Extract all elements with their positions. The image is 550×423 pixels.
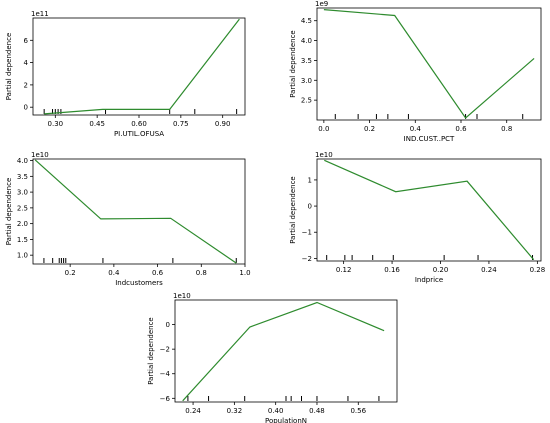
chart-5-ytick-label: −2 xyxy=(160,346,170,354)
chart-5-xtick-label: 0.48 xyxy=(309,407,325,415)
chart-2-xtick-label: 0.4 xyxy=(410,125,422,133)
chart-4-ytick-label: −2 xyxy=(302,255,312,263)
chart-1-xtick-label: 0.45 xyxy=(89,120,105,128)
chart-1-xtick-label: 0.30 xyxy=(48,120,64,128)
chart-5-group: 0.24 0.32 0.40 0.48 0.56 −6 −4 −2 0 1e10 Populatio… xyxy=(147,292,398,423)
chart-2-ytick-label: 4.0 xyxy=(301,37,312,45)
chart-5-xtick-label: 0.40 xyxy=(268,407,284,415)
chart-2-ylabel: Partial dependence xyxy=(289,30,297,98)
chart-4-pd-line xyxy=(324,159,535,261)
chart-3-xtick-label: 0.4 xyxy=(108,269,120,277)
chart-4-group: 0.12 0.16 0.20 0.24 0.28 −2 −1 0 1 1e10 Indprice Pa… xyxy=(289,151,545,284)
chart-4-xtick-label: 0.12 xyxy=(336,266,352,274)
chart-4-xtick-label: 0.24 xyxy=(481,266,497,274)
chart-3-xtick-label: 0.8 xyxy=(196,269,207,277)
chart-2-offset-text: 1e9 xyxy=(315,0,328,8)
chart-1-group: 0.30 0.45 0.60 0.75 0.90 0 2 4 6 1e11 PI.UTIL.OFUS… xyxy=(5,10,246,138)
chart-2-xtick-label: 0.6 xyxy=(455,125,467,133)
chart-5-pd-line xyxy=(182,301,385,402)
chart-3-offset-text: 1e10 xyxy=(31,151,49,159)
chart-4-plot-frame xyxy=(316,158,542,262)
chart-3-ytick-label: 1.5 xyxy=(17,236,28,244)
chart-4-xlabel: Indprice xyxy=(415,276,443,284)
chart-2-xlabel: IND.CUST..PCT xyxy=(404,135,455,143)
chart-4-offset-text: 1e10 xyxy=(315,151,333,159)
chart-1-xlabel: PI.UTIL.OFUSA xyxy=(114,130,164,138)
chart-2-group: 0.0 0.2 0.4 0.6 0.8 2.5 3.0 3.5 4.0 4.5 1e9 IND.CUS… xyxy=(289,0,542,143)
chart-1-xtick-label: 0.75 xyxy=(173,120,189,128)
chart-3-ytick-label: 3.0 xyxy=(17,189,28,197)
chart-3-ytick-label: 2.0 xyxy=(17,220,28,228)
chart-4-xtick-label: 0.20 xyxy=(433,266,449,274)
chart-3-ytick-label: 4.0 xyxy=(17,157,28,165)
chart-4-ytick-label: −1 xyxy=(302,229,312,237)
chart-5-ytick-label: −6 xyxy=(160,395,171,403)
chart-5-xlabel: PopulationN xyxy=(265,417,307,423)
chart-4-xtick-label: 0.16 xyxy=(384,266,400,274)
chart-1-plot-frame xyxy=(32,17,246,116)
chart-2-xtick-label: 0.2 xyxy=(364,125,375,133)
chart-2-xtick-label: 0.8 xyxy=(501,125,512,133)
chart-5-xtick-label: 0.32 xyxy=(227,407,243,415)
chart-3-xtick-label: 0.2 xyxy=(65,269,76,277)
chart-3-xtick-label: 0.6 xyxy=(152,269,164,277)
chart-3-pd-line xyxy=(34,159,237,264)
chart-2-ytick-label: 2.5 xyxy=(301,97,312,105)
chart-2-ytick-label: 4.5 xyxy=(301,17,312,25)
chart-1-pd-line xyxy=(44,18,240,115)
chart-4-xtick-label: 0.28 xyxy=(530,266,546,274)
chart-3-ytick-label: 2.5 xyxy=(17,204,28,212)
chart-3-group: 0.2 0.4 0.6 0.8 1.0 1.0 1.5 2.0 2.5 3.0 3.5 4.01e10… xyxy=(5,151,251,287)
chart-4-ytick-label: 1 xyxy=(308,176,312,184)
chart-3-xtick-label: 1.0 xyxy=(239,269,250,277)
chart-1-offset-text: 1e11 xyxy=(31,10,49,18)
chart-1-xtick-label: 0.90 xyxy=(215,120,231,128)
chart-5-offset-text: 1e10 xyxy=(173,292,191,300)
chart-2-ytick-label: 3.0 xyxy=(301,77,312,85)
chart-5-ylabel: Partial dependence xyxy=(147,317,155,385)
chart-3-ylabel: Partial dependence xyxy=(5,178,13,246)
chart-5-ytick-label: 0 xyxy=(166,321,170,329)
chart-1-ytick-label: 2 xyxy=(24,81,28,89)
chart-5-xtick-label: 0.56 xyxy=(350,407,366,415)
chart-1-ytick-label: 4 xyxy=(24,59,29,67)
chart-5-xtick-label: 0.24 xyxy=(185,407,201,415)
chart-3-ytick-label: 1.0 xyxy=(17,252,28,260)
chart-5-ytick-label: −4 xyxy=(160,370,171,378)
chart-3-ytick-label: 3.5 xyxy=(17,173,28,181)
chart-2-xtick-label: 0.0 xyxy=(318,125,329,133)
chart-4-ytick-label: 0 xyxy=(308,203,312,211)
chart-5-plot-frame xyxy=(174,299,398,403)
chart-1-ylabel: Partial dependence xyxy=(5,33,13,101)
chart-3-xlabel: Indcustomers xyxy=(115,279,163,287)
chart-3-plot-frame xyxy=(32,158,246,265)
chart-4-ylabel: Partial dependence xyxy=(289,176,297,244)
chart-2-pd-line xyxy=(323,9,535,119)
chart-2-plot-frame xyxy=(316,7,542,121)
chart-1-ytick-label: 6 xyxy=(24,37,29,45)
chart-1-xtick-label: 0.60 xyxy=(131,120,147,128)
chart-1-ytick-label: 0 xyxy=(24,104,28,112)
chart-2-ytick-label: 3.5 xyxy=(301,57,312,65)
